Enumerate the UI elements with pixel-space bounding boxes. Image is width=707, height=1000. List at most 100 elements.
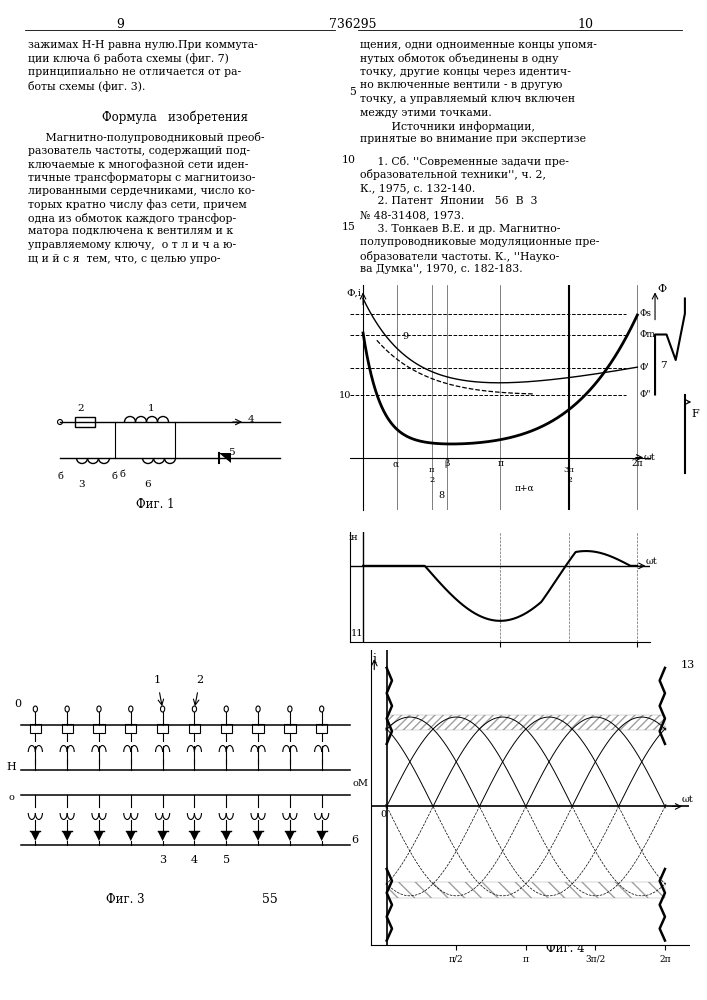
Text: управляемому ключу,  о т л и ч а ю-: управляемому ключу, о т л и ч а ю- — [28, 240, 236, 250]
Text: 0: 0 — [380, 810, 386, 819]
Text: К., 1975, с. 132-140.: К., 1975, с. 132-140. — [360, 183, 475, 193]
Bar — [252, 724, 264, 733]
Text: 9: 9 — [402, 332, 409, 341]
Text: но включенные вентили - в другую: но включенные вентили - в другую — [360, 81, 562, 91]
Text: 5: 5 — [228, 448, 235, 457]
Text: π+α: π+α — [515, 484, 534, 492]
Text: щ и й с я  тем, что, с целью упро-: щ и й с я тем, что, с целью упро- — [28, 253, 221, 263]
Bar — [125, 724, 136, 733]
Text: б: б — [120, 470, 126, 479]
Text: между этими точками.: между этими точками. — [360, 107, 492, 117]
Text: 1: 1 — [148, 404, 155, 413]
Bar — [316, 724, 327, 733]
Text: 736295: 736295 — [329, 18, 377, 31]
Bar — [93, 724, 105, 733]
Bar — [189, 724, 200, 733]
Text: Φ: Φ — [658, 284, 667, 294]
Text: Фиг. 3: Фиг. 3 — [105, 893, 144, 906]
Text: 5: 5 — [349, 87, 356, 97]
Text: Φs: Φs — [640, 309, 652, 318]
Text: π
2: π 2 — [429, 466, 434, 484]
Polygon shape — [219, 453, 231, 463]
Text: ва Думка'', 1970, с. 182-183.: ва Думка'', 1970, с. 182-183. — [360, 264, 522, 274]
Text: 3: 3 — [159, 855, 166, 865]
Text: 1: 1 — [153, 675, 160, 685]
Text: 9: 9 — [116, 18, 124, 31]
Text: 7: 7 — [660, 360, 666, 369]
Text: Φm: Φm — [640, 330, 655, 339]
Text: лированными сердечниками, число ко-: лированными сердечниками, число ко- — [28, 186, 255, 196]
Text: iн: iн — [349, 533, 358, 542]
Text: одна из обмоток каждого трансфор-: одна из обмоток каждого трансфор- — [28, 213, 236, 224]
Text: ключаемые к многофазной сети иден-: ключаемые к многофазной сети иден- — [28, 159, 248, 170]
Polygon shape — [30, 831, 40, 841]
Text: 55: 55 — [262, 893, 278, 906]
Text: Фиг. 4: Фиг. 4 — [546, 942, 584, 955]
Text: полупроводниковые модуляционные пре-: полупроводниковые модуляционные пре- — [360, 237, 600, 247]
Polygon shape — [253, 831, 263, 841]
Text: матора подключена к вентилям и к: матора подключена к вентилям и к — [28, 227, 233, 236]
Bar — [284, 724, 296, 733]
Text: б: б — [57, 472, 63, 481]
Text: Фиг. 2: Фиг. 2 — [510, 650, 549, 663]
Polygon shape — [94, 831, 104, 841]
Text: торых кратно числу фаз сети, причем: торых кратно числу фаз сети, причем — [28, 200, 247, 210]
Text: 11: 11 — [351, 629, 363, 638]
Text: 3: 3 — [78, 480, 86, 489]
Text: щения, одни одноименные концы упомя-: щения, одни одноименные концы упомя- — [360, 40, 597, 50]
Text: о: о — [8, 794, 14, 802]
Polygon shape — [221, 831, 231, 841]
Text: 4: 4 — [191, 855, 198, 865]
Text: 5: 5 — [223, 855, 230, 865]
Polygon shape — [126, 831, 136, 841]
Text: 8: 8 — [438, 491, 444, 500]
Bar — [62, 724, 73, 733]
Text: F: F — [692, 409, 699, 419]
Text: 10: 10 — [342, 155, 356, 165]
Text: точку, другие концы через идентич-: точку, другие концы через идентич- — [360, 67, 571, 77]
Polygon shape — [189, 831, 199, 841]
Text: ции ключа 6 работа схемы (фиг. 7): ции ключа 6 работа схемы (фиг. 7) — [28, 53, 229, 64]
Text: оМ: оМ — [352, 778, 368, 788]
Text: Φ,i: Φ,i — [346, 288, 361, 298]
Text: Фиг. 1: Фиг. 1 — [136, 498, 174, 511]
Text: 2: 2 — [77, 404, 83, 413]
Text: 1. Сб. ''Современные задачи пре-: 1. Сб. ''Современные задачи пре- — [360, 156, 569, 167]
Text: 10: 10 — [339, 390, 351, 399]
Text: Н: Н — [6, 762, 16, 772]
Text: образовательной техники'', ч. 2,: образовательной техники'', ч. 2, — [360, 169, 546, 180]
Text: 0: 0 — [14, 699, 21, 709]
Text: 10: 10 — [577, 18, 593, 31]
Text: образователи частоты. К., ''Науко-: образователи частоты. К., ''Науко- — [360, 250, 559, 261]
Text: α: α — [392, 460, 398, 468]
Text: ωt: ωt — [645, 557, 657, 566]
Text: 2π: 2π — [631, 460, 643, 468]
Text: 13: 13 — [680, 660, 695, 670]
Text: Φ": Φ" — [640, 390, 651, 399]
Text: 2: 2 — [197, 675, 204, 685]
Text: 4: 4 — [248, 415, 255, 424]
Text: боты схемы (фиг. 3).: боты схемы (фиг. 3). — [28, 81, 146, 92]
Text: нутых обмоток объединены в одну: нутых обмоток объединены в одну — [360, 53, 559, 64]
Text: № 48-31408, 1973.: № 48-31408, 1973. — [360, 210, 464, 220]
Text: разователь частоты, содержащий под-: разователь частоты, содержащий под- — [28, 145, 250, 155]
Text: принятые во внимание при экспертизе: принятые во внимание при экспертизе — [360, 134, 586, 144]
Text: Формула   изобретения: Формула изобретения — [102, 110, 248, 123]
Text: принципиально не отличается от ра-: принципиально не отличается от ра- — [28, 67, 241, 77]
Text: 15: 15 — [342, 222, 356, 232]
Polygon shape — [158, 831, 168, 841]
Bar — [30, 724, 41, 733]
Bar — [157, 724, 168, 733]
Text: ωt: ωt — [644, 453, 655, 462]
Text: Магнитно-полупроводниковый преоб-: Магнитно-полупроводниковый преоб- — [28, 132, 264, 143]
Text: зажимах Н-Н равна нулю.При коммута-: зажимах Н-Н равна нулю.При коммута- — [28, 40, 258, 50]
Text: β: β — [444, 460, 450, 468]
Text: 3. Тонкаев В.Е. и др. Магнитно-: 3. Тонкаев В.Е. и др. Магнитно- — [360, 224, 561, 233]
Text: точку, а управляемый ключ включен: точку, а управляемый ключ включен — [360, 94, 575, 104]
Text: Φ': Φ' — [640, 363, 650, 372]
Text: тичные трансформаторы с магнитоизо-: тичные трансформаторы с магнитоизо- — [28, 172, 255, 183]
Text: б: б — [112, 472, 118, 481]
Text: ωt: ωt — [682, 795, 694, 804]
Polygon shape — [317, 831, 327, 841]
Text: 3π
 2: 3π 2 — [563, 466, 574, 484]
